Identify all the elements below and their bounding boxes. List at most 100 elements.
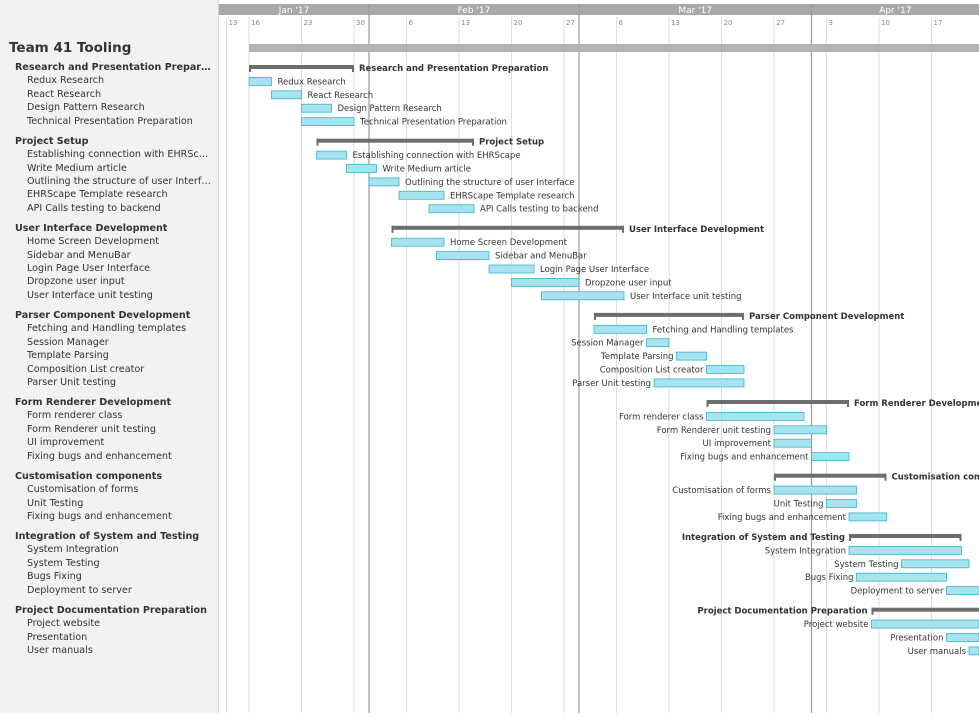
task-label[interactable]: Unit Testing [27,498,211,509]
task-bar [774,486,857,494]
task-bar [849,513,887,521]
task-bar [437,252,490,260]
group-bar-end-cap [742,313,744,320]
task-label[interactable]: System Testing [27,558,211,569]
group-label[interactable]: Research and Presentation Preparation [15,62,211,73]
task-bar-label: Establishing connection with EHRScape [353,151,521,161]
group-bar-start-cap [392,226,394,233]
task-label[interactable]: Home Screen Development [27,236,211,247]
task-label[interactable]: API Calls testing to backend [27,203,211,214]
task-label[interactable]: Sidebar and MenuBar [27,250,211,261]
group-label[interactable]: Project Documentation Preparation [15,605,211,616]
task-label[interactable]: Form Renderer unit testing [27,424,211,435]
task-bar-label: Login Page User Interface [540,265,649,275]
task-bar-label: EHRScape Template research [450,191,575,201]
task-bar [812,453,850,461]
group-summary-bar [317,139,475,143]
task-label[interactable]: User Interface unit testing [27,290,211,301]
task-bar [594,325,647,333]
task-label[interactable]: Project website [27,618,211,629]
task-bar-label: Session Manager [571,339,644,349]
task-label[interactable]: User manuals [27,645,211,656]
task-bar-label: Redux Research [278,77,346,87]
task-bar [827,500,857,508]
task-bar-label: Parser Unit testing [572,379,651,389]
group-bar-start-cap [317,139,319,146]
task-label[interactable]: React Research [27,89,211,100]
group-bar-label: User Interface Development [629,225,764,235]
task-bar-label: Dropzone user input [585,278,672,288]
group-bar-start-cap [249,65,251,72]
task-bar-label: Write Medium article [383,165,472,175]
task-label[interactable]: Fixing bugs and enhancement [27,511,211,522]
task-bar [947,634,979,642]
task-label[interactable]: Customisation of forms [27,484,211,495]
task-bar-label: Technical Presentation Preparation [359,118,507,128]
task-label[interactable]: Composition List creator [27,364,211,375]
task-bar [969,647,979,655]
task-label[interactable]: EHRScape Template research [27,189,211,200]
task-label[interactable]: Dropzone user input [27,276,211,287]
group-bar-start-cap [872,608,874,615]
task-bar-label: Bugs Fixing [805,573,854,583]
task-label[interactable]: Redux Research [27,75,211,86]
task-label[interactable]: Form renderer class [27,410,211,421]
task-bar-label: Composition List creator [600,366,704,376]
task-bar-label: Presentation [890,634,943,644]
task-bar [542,292,625,300]
task-label[interactable]: Outlining the structure of user Interfac… [27,176,211,187]
task-bar [369,178,399,186]
month-header-bar [219,4,979,15]
task-label[interactable]: Write Medium article [27,163,211,174]
group-bar-end-cap [885,474,887,481]
task-label[interactable]: Session Manager [27,337,211,348]
task-bar-label: API Calls testing to backend [480,205,598,215]
task-bar [429,205,474,213]
group-summary-bar [249,65,354,69]
task-bar [512,278,580,286]
task-label[interactable]: Presentation [27,632,211,643]
day-tick-label: 27 [566,19,575,27]
task-label[interactable]: UI improvement [27,437,211,448]
task-bar [707,366,745,374]
group-bar-end-cap [960,534,962,541]
task-label[interactable]: Fetching and Handling templates [27,323,211,334]
task-bar [707,412,805,420]
task-bar-label: Form renderer class [619,412,704,422]
group-label[interactable]: User Interface Development [15,223,211,234]
task-bar-label: Fixing bugs and enhancement [680,453,809,463]
group-label[interactable]: Project Setup [15,136,211,147]
task-label[interactable]: System Integration [27,544,211,555]
task-label[interactable]: Technical Presentation Preparation [27,116,211,127]
task-bar-label: User manuals [908,647,967,657]
group-bar-label: Project Setup [479,138,544,148]
group-bar-start-cap [707,400,709,407]
task-bar-label: Fetching and Handling templates [653,325,795,335]
task-bar [647,339,670,347]
task-bar [302,118,355,126]
task-label[interactable]: Template Parsing [27,350,211,361]
task-label[interactable]: Design Pattern Research [27,102,211,113]
group-label[interactable]: Form Renderer Development [15,397,211,408]
task-label[interactable]: Deployment to server [27,585,211,596]
group-bar-label: Customisation components [892,473,979,483]
task-bar-label: Form Renderer unit testing [657,426,771,436]
task-label[interactable]: Parser Unit testing [27,377,211,388]
group-bar-start-cap [774,474,776,481]
day-tick-label: 6 [619,19,624,27]
day-tick-label: 17 [934,19,943,27]
month-label: Jan '17 [278,6,310,16]
group-bar-label: Project Documentation Preparation [697,607,867,617]
task-bar [317,151,347,159]
group-label[interactable]: Customisation components [15,471,211,482]
group-label[interactable]: Parser Component Development [15,310,211,321]
group-label[interactable]: Integration of System and Testing [15,531,211,542]
task-label[interactable]: Bugs Fixing [27,571,211,582]
group-bar-end-cap [847,400,849,407]
task-bar [392,238,445,246]
project-span-bar [249,44,979,52]
task-label[interactable]: Login Page User Interface [27,263,211,274]
task-label[interactable]: Fixing bugs and enhancement [27,451,211,462]
day-tick-label: 23 [304,19,313,27]
task-label[interactable]: Establishing connection with EHRScape [27,149,211,160]
